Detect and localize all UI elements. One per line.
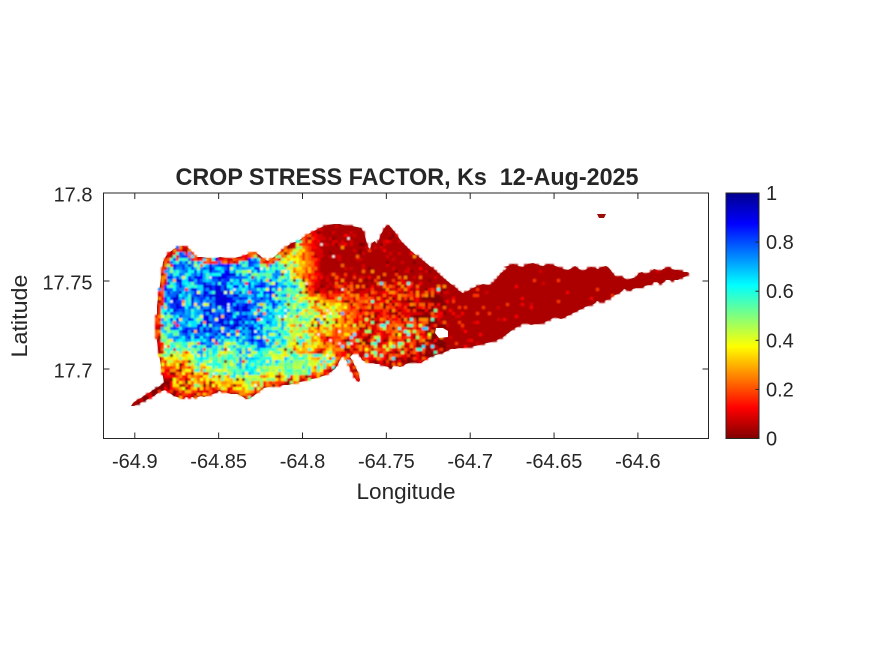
svg-text:17.7: 17.7 xyxy=(54,361,93,383)
svg-text:Latitude: Latitude xyxy=(7,275,32,358)
svg-text:CROP STRESS FACTOR, Ks 12-Aug: CROP STRESS FACTOR, Ks 12-Aug-2025 xyxy=(176,164,639,191)
svg-text:-64.75: -64.75 xyxy=(358,451,415,473)
svg-text:0.6: 0.6 xyxy=(766,281,794,303)
svg-text:0.8: 0.8 xyxy=(766,232,794,254)
svg-text:0.4: 0.4 xyxy=(766,330,794,352)
svg-text:17.75: 17.75 xyxy=(42,273,92,295)
svg-text:1: 1 xyxy=(766,183,777,205)
svg-text:-64.9: -64.9 xyxy=(112,451,158,473)
svg-text:0.2: 0.2 xyxy=(766,379,794,401)
svg-text:-64.6: -64.6 xyxy=(615,451,661,473)
svg-text:-64.8: -64.8 xyxy=(280,451,326,473)
svg-text:-64.85: -64.85 xyxy=(190,451,247,473)
svg-text:0: 0 xyxy=(766,429,777,451)
svg-text:17.8: 17.8 xyxy=(54,185,93,207)
svg-text:-64.7: -64.7 xyxy=(447,451,493,473)
svg-text:Longitude: Longitude xyxy=(357,479,456,504)
svg-text:-64.65: -64.65 xyxy=(526,451,583,473)
